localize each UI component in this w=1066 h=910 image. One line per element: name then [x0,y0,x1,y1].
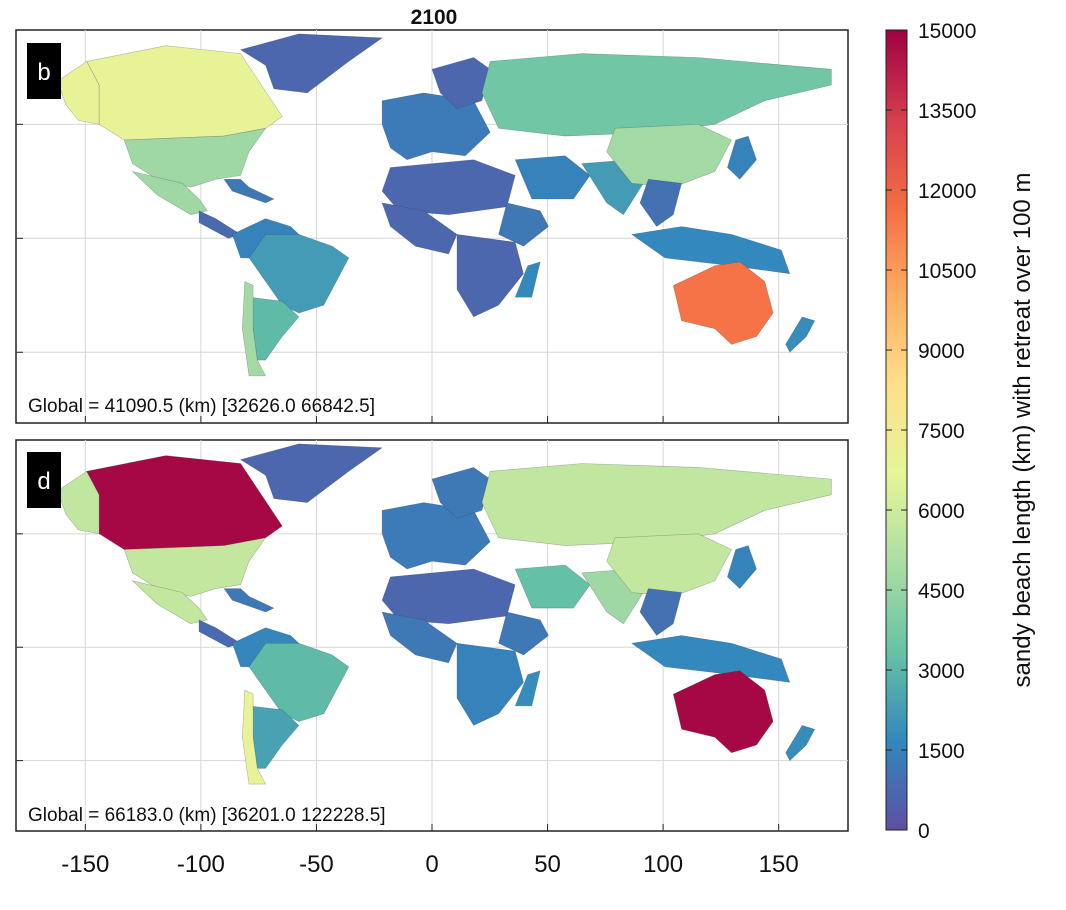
region-greenland [239,443,383,503]
colorbar-tick-label: 12000 [918,180,976,203]
colorbar-tick-label: 3000 [918,660,965,683]
region-africa-west [381,611,458,664]
region-caribbean [223,179,275,204]
region-australia [672,261,774,345]
colorbar-tick-label: 10500 [918,260,976,283]
region-se-asia [639,178,682,227]
region-new-zealand [785,725,816,762]
region-australia [672,670,774,754]
region-brazil [248,642,350,722]
region-china [606,533,732,597]
colorbar-ticks: 1500013500120001050090007500600045003000… [886,20,976,843]
x-tick-label: -150 [61,851,109,878]
x-tick-label: -100 [177,851,225,878]
region-east-africa [498,202,549,247]
figure-title: 2100 [411,6,458,29]
region-usa [123,127,267,188]
map-regions-d [57,443,832,785]
panel-label-d: d [27,452,61,508]
colorbar-tick-label: 6000 [918,500,965,523]
x-axis-tick-labels: -150 -100 -50 0 50 100 150 [61,851,798,878]
colorbar-tick-label: 1500 [918,740,965,763]
panel-label-b: b [27,43,61,99]
region-indonesia [630,226,791,275]
x-tick-label: 50 [534,851,561,878]
region-japan [727,545,757,590]
panel-letter-d: d [37,468,50,495]
region-scandinavia [431,57,491,109]
global-total-b: Global = 41090.5 (km) [32626.0 66842.5] [28,396,375,417]
region-africa-north [381,159,516,216]
map-panel-b: b Global = 41090.5 (km) [32626.0 66842.5… [15,29,849,424]
region-africa-north [381,568,516,625]
region-canada [86,455,283,550]
colorbar-tick-label: 4500 [918,580,965,603]
region-japan [727,135,757,180]
map-panel-d: d Global = 66183.0 (km) [36201.0 122228.… [15,439,849,832]
region-middle-east [514,155,591,200]
region-usa [123,537,267,597]
region-mexico [131,170,208,216]
x-tick-label: -50 [299,851,334,878]
region-caribbean [223,588,275,613]
region-scandinavia [431,467,491,519]
x-tick-label: 100 [643,851,683,878]
colorbar: 1500013500120001050090007500600045003000… [885,20,1036,843]
region-africa-west [381,202,458,255]
region-madagascar [514,670,541,707]
region-new-zealand [785,316,816,353]
map-regions-b [57,33,832,377]
colorbar-tick-label: 13500 [918,100,976,123]
region-greenland [239,33,383,94]
x-tick-label: 0 [425,851,438,878]
region-chile [241,281,267,377]
panel-letter-b: b [37,59,50,86]
region-indonesia [630,635,791,683]
colorbar-tick-label: 15000 [918,20,976,43]
x-tick-label: 150 [759,851,799,878]
global-total-d: Global = 66183.0 (km) [36201.0 122228.5] [28,805,386,826]
region-brazil [248,234,350,314]
region-china [606,123,732,188]
region-se-asia [639,588,682,636]
region-east-africa [498,611,549,656]
colorbar-label: sandy beach length (km) with retreat ove… [1009,173,1036,688]
region-madagascar [514,261,541,298]
colorbar-tick-label: 7500 [918,420,965,443]
region-middle-east [514,564,591,609]
colorbar-tick-label: 9000 [918,340,965,363]
region-chile [241,689,267,785]
region-russia [481,463,832,546]
region-russia [481,53,832,137]
region-mexico [131,580,208,625]
colorbar-tick-label: 0 [918,820,930,843]
